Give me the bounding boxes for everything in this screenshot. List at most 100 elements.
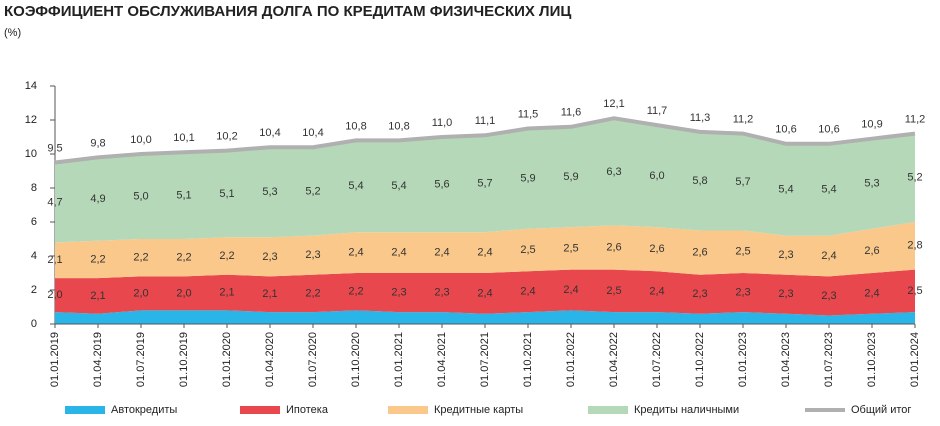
x-tick-label: 01.01.2019	[49, 332, 61, 387]
total-label: 10,8	[388, 120, 409, 132]
y-tick-label: 10	[25, 148, 37, 160]
value-label: 5,6	[434, 179, 449, 191]
x-tick-label: 01.01.2023	[737, 332, 749, 387]
value-label: 2,2	[133, 252, 148, 264]
value-label: 5,4	[391, 180, 406, 192]
legend-swatch	[388, 406, 428, 414]
legend-swatch	[240, 406, 280, 414]
total-label: 11,0	[432, 117, 453, 129]
x-tick-label: 01.07.2019	[135, 332, 147, 387]
x-tick-label: 01.10.2023	[866, 332, 878, 387]
value-label: 2,6	[864, 245, 879, 257]
value-label: 4,9	[90, 193, 105, 205]
total-label: 10,9	[861, 119, 882, 131]
value-label: 2,8	[907, 240, 922, 252]
total-label: 10,4	[259, 127, 280, 139]
value-label: 2,3	[778, 288, 793, 300]
value-label: 2,5	[606, 285, 621, 297]
total-label: 10,1	[173, 132, 194, 144]
value-label: 2,4	[477, 287, 492, 299]
x-tick-label: 01.01.2020	[221, 332, 233, 387]
value-label: 5,7	[735, 176, 750, 188]
y-tick-label: 4	[31, 250, 37, 262]
value-label: 5,1	[176, 190, 191, 202]
total-label: 11,2	[905, 114, 926, 126]
x-tick-label: 01.04.2021	[436, 332, 448, 387]
legend-label: Ипотека	[286, 404, 329, 416]
value-label: 2,6	[649, 243, 664, 255]
chart-title: КОЭФФИЦИЕНТ ОБСЛУЖИВАНИЯ ДОЛГА ПО КРЕДИТ…	[4, 3, 571, 20]
value-label: 2,2	[348, 286, 363, 298]
total-label: 11,6	[561, 107, 582, 119]
value-label: 5,2	[305, 185, 320, 197]
total-label: 10,0	[130, 134, 151, 146]
value-label: 2,3	[434, 286, 449, 298]
value-label: 5,3	[864, 178, 879, 190]
total-label: 10,4	[302, 127, 323, 139]
value-label: 2,1	[90, 290, 105, 302]
x-tick-label: 01.04.2022	[608, 332, 620, 387]
value-label: 2,2	[176, 252, 191, 264]
area	[55, 118, 915, 243]
total-label: 9,5	[47, 142, 62, 154]
value-label: 2,3	[778, 249, 793, 261]
y-tick-label: 8	[31, 182, 37, 194]
value-label: 2,3	[821, 290, 836, 302]
value-label: 2,3	[692, 288, 707, 300]
total-label: 10,6	[818, 124, 839, 136]
value-label: 5,0	[133, 190, 148, 202]
value-label: 4,7	[47, 196, 62, 208]
value-label: 2,1	[219, 286, 234, 298]
value-label: 5,7	[477, 178, 492, 190]
value-label: 2,2	[219, 250, 234, 262]
value-label: 2,3	[305, 249, 320, 261]
x-tick-label: 01.01.2022	[565, 332, 577, 387]
total-label: 9,8	[90, 137, 105, 149]
value-label: 2,5	[563, 242, 578, 254]
legend-label: Кредиты наличными	[634, 404, 739, 416]
value-label: 2,1	[47, 254, 62, 266]
value-label: 2,6	[692, 247, 707, 259]
chart-subtitle: (%)	[4, 27, 21, 39]
value-label: 2,3	[391, 286, 406, 298]
x-tick-label: 01.04.2023	[780, 332, 792, 387]
x-tick-label: 01.04.2019	[92, 332, 104, 387]
value-label: 5,8	[692, 175, 707, 187]
value-label: 2,4	[563, 284, 578, 296]
value-label: 2,4	[434, 247, 449, 259]
value-label: 2,4	[864, 287, 879, 299]
x-tick-label: 01.07.2020	[307, 332, 319, 387]
total-label: 10,8	[345, 120, 366, 132]
total-label: 11,1	[475, 115, 496, 127]
value-label: 2,4	[821, 250, 836, 262]
total-label: 11,2	[733, 114, 754, 126]
legend-swatch	[65, 406, 105, 414]
value-label: 2,5	[907, 285, 922, 297]
value-label: 2,0	[47, 289, 62, 301]
x-tick-label: 01.07.2022	[651, 332, 663, 387]
total-line	[54, 116, 916, 165]
value-label: 2,4	[348, 247, 363, 259]
value-label: 2,5	[520, 244, 535, 256]
total-label: 12,1	[603, 98, 624, 110]
value-label: 5,4	[778, 184, 793, 196]
total-label: 10,6	[775, 124, 796, 136]
value-label: 6,3	[606, 166, 621, 178]
value-label: 2,5	[735, 246, 750, 258]
x-tick-label: 01.10.2022	[694, 332, 706, 387]
value-label: 2,4	[649, 286, 664, 298]
value-label: 2,1	[262, 288, 277, 300]
value-label: 2,6	[606, 241, 621, 253]
value-label: 2,0	[176, 287, 191, 299]
value-label: 5,4	[348, 180, 363, 192]
value-label: 5,3	[262, 186, 277, 198]
y-tick-label: 0	[31, 318, 37, 330]
x-tick-label: 01.01.2024	[909, 332, 921, 387]
y-tick-label: 2	[31, 284, 37, 296]
value-label: 2,4	[520, 286, 535, 298]
x-tick-label: 01.07.2021	[479, 332, 491, 387]
total-label: 11,7	[647, 105, 668, 117]
total-label: 11,5	[518, 108, 539, 120]
value-label: 6,0	[649, 170, 664, 182]
value-label: 2,4	[391, 247, 406, 259]
